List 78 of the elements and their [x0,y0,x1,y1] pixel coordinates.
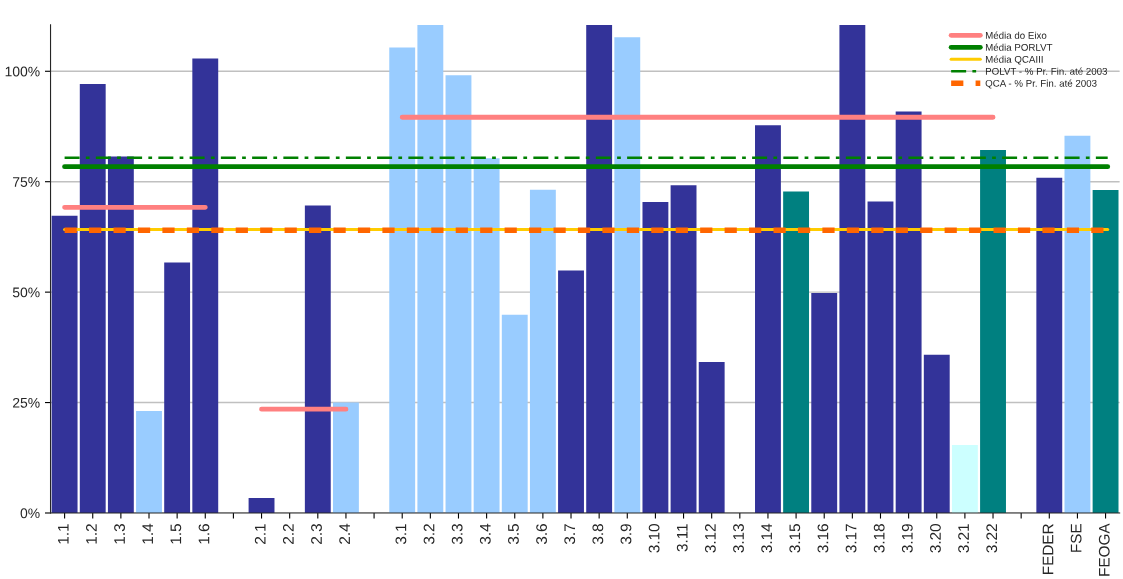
bar [698,361,725,513]
x-tick-label: 2.3 [311,524,322,544]
bar [304,205,331,513]
x-tick-label: 3.10 [648,524,660,553]
x-tick-label: FSE [1070,524,1082,552]
x-tick-label: 1.4 [142,523,153,544]
bar [136,410,162,513]
bar [529,189,556,513]
bar [51,215,78,513]
bar [614,37,641,513]
bar [867,201,894,513]
x-tick-label: 3.12 [704,524,716,553]
bar [1092,190,1119,513]
bar [783,191,810,513]
bar [501,314,528,513]
x-tick-label: 3.11 [676,524,688,552]
legend-label: Média do Eixo [985,31,1047,39]
bar [670,185,697,513]
x-tick-label: 2.2 [282,524,294,544]
bar [642,202,669,513]
x-tick-label: 3.21 [958,524,969,553]
x-tick-label: 3.8 [592,524,604,545]
x-tick-label: 3.14 [761,523,773,553]
bar [923,354,950,513]
x-tick-label: 3.7 [564,524,576,545]
bar [389,47,416,513]
bar [558,270,584,513]
x-tick-label: 3.17 [845,524,857,553]
x-tick-label: 2.4 [339,523,350,544]
y-tick-label: 75% [13,177,40,187]
bar [192,58,219,513]
bar [1036,177,1063,513]
x-tick-label: 3.5 [508,524,519,545]
x-tick-label: 3.9 [620,524,632,545]
x-tick-label: 1.1 [58,524,69,544]
bar [445,75,472,513]
x-tick-label: 3.6 [536,524,547,545]
y-tick-label: 50% [12,287,40,298]
x-tick-label: 1.5 [170,524,182,544]
bar [79,84,106,513]
y-tick-label: 25% [13,397,40,408]
bar [473,158,500,513]
legend-label: Média PORLVT [985,43,1053,51]
bar [839,24,866,513]
legend-label: QCA - % Pr. Fin. até 2003 [985,79,1097,89]
x-tick-label: 3.13 [733,524,744,553]
x-tick-label: FEDER [1042,524,1054,574]
x-tick-label: 3.18 [873,524,885,553]
bar [333,402,359,513]
bar [755,125,781,513]
x-tick-label: 3.3 [451,524,463,545]
x-tick-label: 3.15 [789,524,801,553]
bar [811,293,838,513]
bar [895,111,922,513]
legend-label: POLVT - % Pr. Fin. até 2003 [985,67,1108,75]
legend-label: Média QCAIII [985,55,1043,65]
bar [417,24,444,513]
x-tick-label: 3.19 [901,524,913,553]
x-tick-label: 3.20 [930,524,941,553]
bar [107,156,134,513]
x-tick-label: 3.16 [817,524,829,553]
x-tick-label: 3.22 [986,524,998,553]
x-tick-label: 1.3 [114,524,125,544]
y-tick-label: 100% [5,66,40,77]
x-tick-label: 2.1 [254,524,266,544]
x-tick-label: 1.6 [198,524,210,544]
bar [951,444,978,513]
bar [1064,135,1091,513]
x-tick-label: 3.2 [423,524,435,545]
x-tick-label: 1.2 [86,524,97,544]
bar [980,149,1006,513]
x-tick-label: 3.4 [479,523,491,545]
x-tick-label: FEOGA [1098,523,1110,576]
bar [164,262,191,513]
y-tick-label: 0% [20,508,40,519]
x-tick-label: 3.1 [395,524,407,545]
bar [586,24,613,513]
bar [248,497,275,513]
